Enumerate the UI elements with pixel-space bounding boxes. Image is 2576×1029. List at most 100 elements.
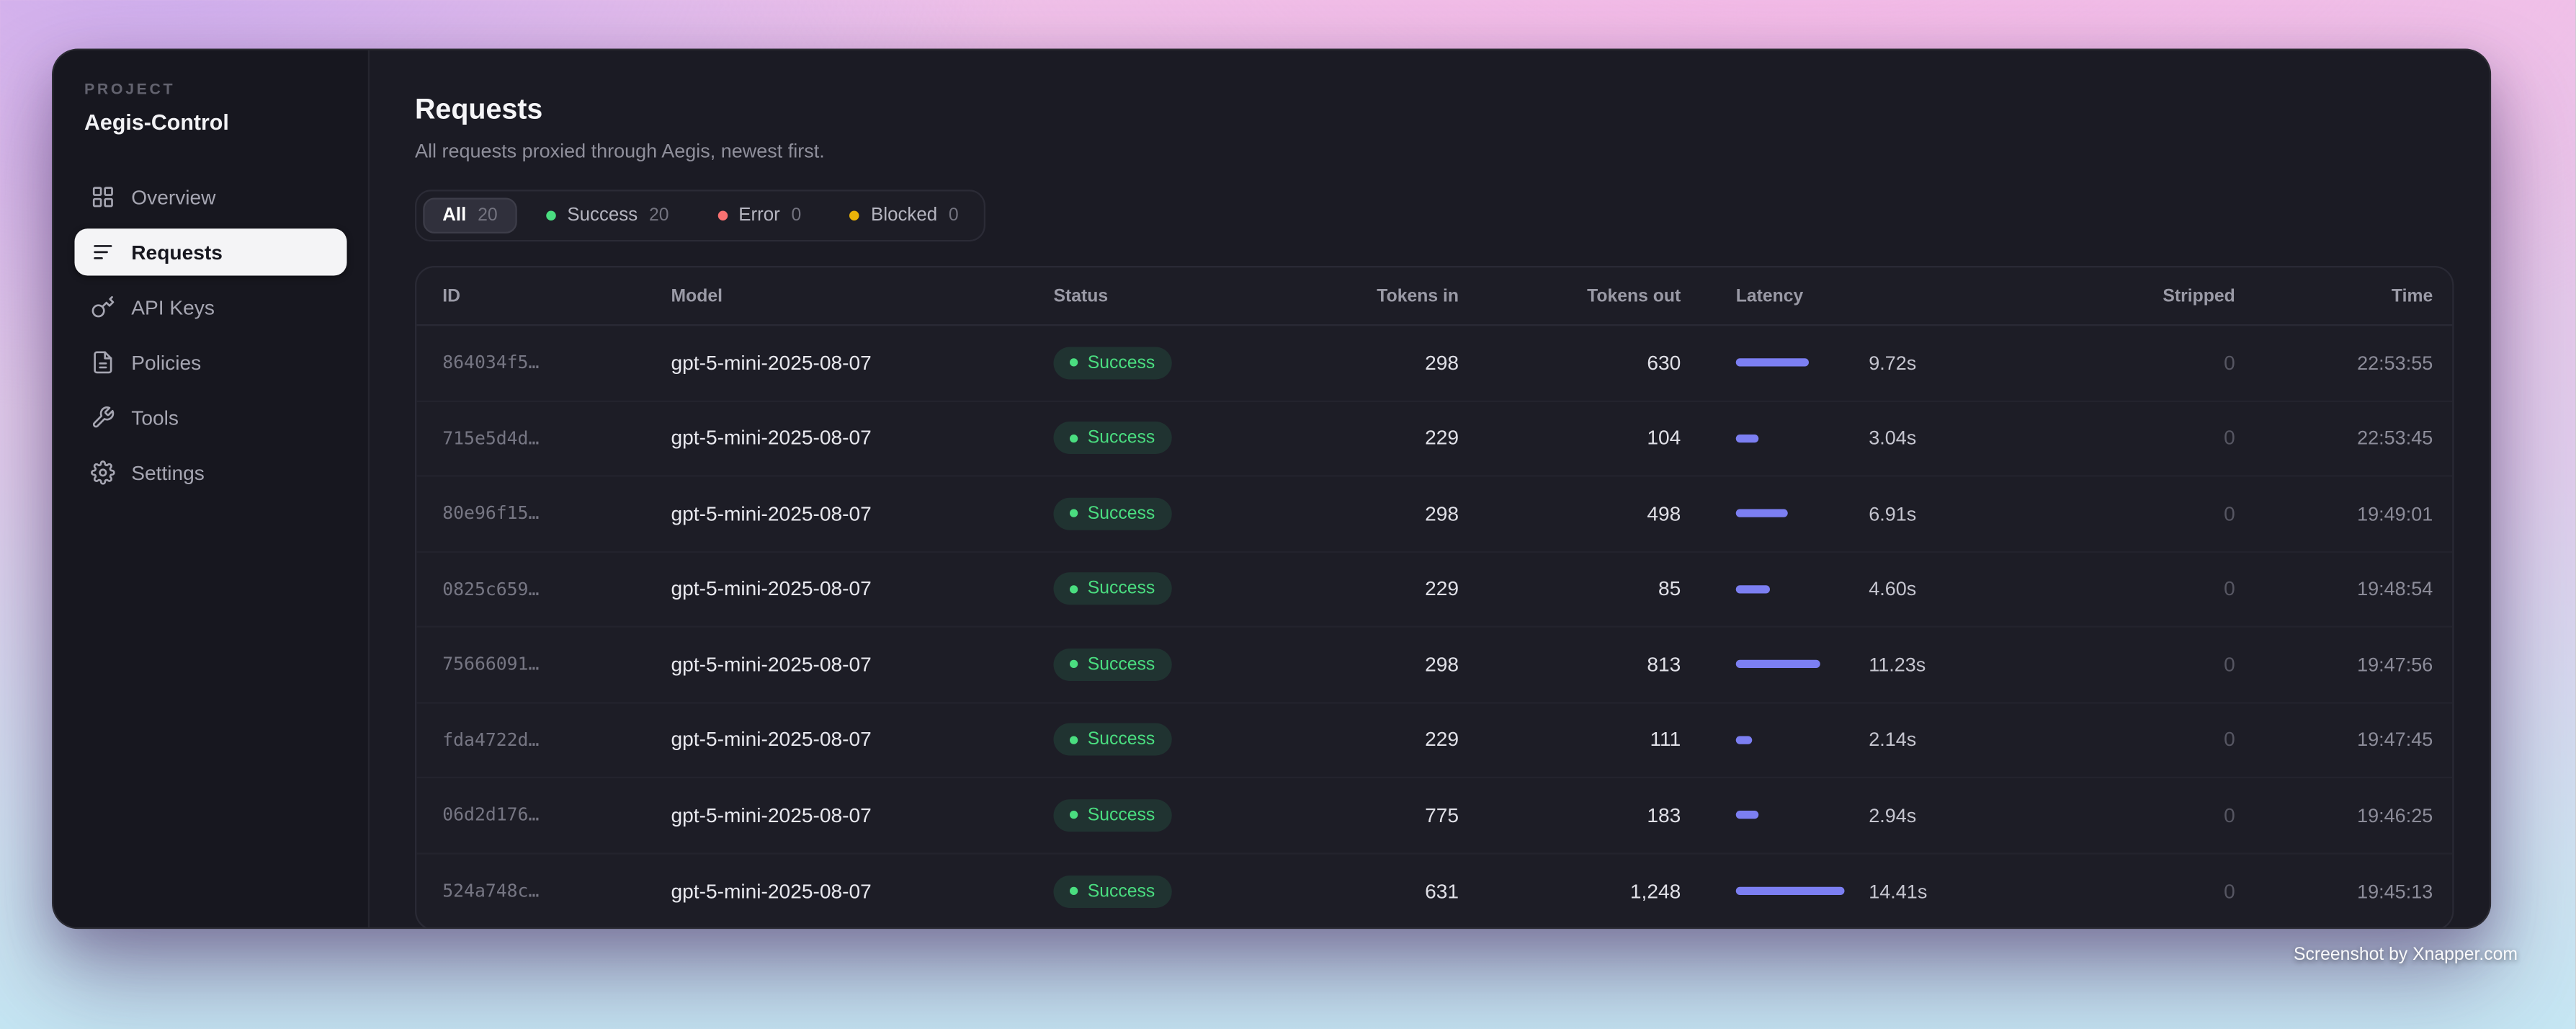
latency-bar-track <box>1735 358 1850 368</box>
latency-cell: 3.04s <box>1681 427 2086 450</box>
latency-bar-track <box>1735 434 1850 442</box>
table-row[interactable]: 864034f5… gpt-5-mini-2025-08-07 Success … <box>416 326 2453 401</box>
tokens-in-value: 229 <box>1425 427 1459 450</box>
sidebar: PROJECT Aegis-Control Overview Requests … <box>53 50 370 927</box>
latency-value: 11.23s <box>1869 653 1926 676</box>
request-model: gpt-5-mini-2025-08-07 <box>671 351 872 375</box>
sidebar-item-api-keys[interactable]: API Keys <box>75 284 347 331</box>
tokens-in-value: 631 <box>1425 880 1459 903</box>
tokens-in-value: 229 <box>1425 728 1459 752</box>
tokens-out-value: 104 <box>1647 427 1681 450</box>
latency-value: 4.60s <box>1869 577 1917 601</box>
status-label: Success <box>1087 579 1155 599</box>
list-icon <box>91 240 115 264</box>
project-label: PROJECT <box>84 81 176 99</box>
latency-bar <box>1735 509 1788 518</box>
latency-bar <box>1735 735 1753 744</box>
watermark-text: Screenshot by Xnapper.com <box>2294 945 2518 965</box>
column-header-latency: Latency <box>1735 286 1804 306</box>
status-dot-icon <box>1070 434 1078 442</box>
table-header-row: ID Model Status Tokens in Tokens out Latency S… <box>416 267 2453 326</box>
page-subtitle: All requests proxied through Aegis, newe… <box>415 139 825 163</box>
time-value: 19:48:54 <box>2357 577 2433 601</box>
filter-bar: All 20 Success 20 Error 0 Blocked 0 <box>415 190 986 242</box>
time-value: 19:49:01 <box>2357 502 2433 525</box>
time-value: 19:46:25 <box>2357 803 2433 827</box>
request-id: fda4722d… <box>442 729 540 751</box>
latency-bar <box>1735 358 1809 368</box>
latency-bar-track <box>1735 660 1850 669</box>
sidebar-item-tools[interactable]: Tools <box>75 394 347 441</box>
status-dot-icon <box>1070 584 1078 593</box>
status-badge: Success <box>1053 572 1171 605</box>
latency-cell: 9.72s <box>1681 351 2086 375</box>
status-dot-icon <box>1070 509 1078 518</box>
latency-cell: 2.14s <box>1681 729 2086 751</box>
latency-bar <box>1735 660 1820 669</box>
tokens-in-value: 298 <box>1425 351 1459 375</box>
tokens-out-value: 111 <box>1650 728 1681 752</box>
status-dot-icon <box>1070 811 1078 819</box>
table-row[interactable]: 06d2d176… gpt-5-mini-2025-08-07 Success … <box>416 778 2453 854</box>
request-model: gpt-5-mini-2025-08-07 <box>671 653 872 676</box>
filter-label: All <box>442 205 467 226</box>
table-row[interactable]: 80e96f15… gpt-5-mini-2025-08-07 Success … <box>416 477 2453 553</box>
request-model: gpt-5-mini-2025-08-07 <box>671 577 872 601</box>
filter-count: 0 <box>791 205 802 226</box>
sidebar-item-overview[interactable]: Overview <box>75 174 347 220</box>
filter-count: 20 <box>648 205 669 226</box>
filter-tab-success[interactable]: Success 20 <box>527 198 688 234</box>
request-status-cell: Success <box>1053 497 1265 530</box>
tokens-in-value: 229 <box>1425 577 1459 601</box>
filter-tab-blocked[interactable]: Blocked 0 <box>831 198 978 234</box>
request-model: gpt-5-mini-2025-08-07 <box>671 880 872 903</box>
sidebar-item-requests[interactable]: Requests <box>74 228 347 276</box>
table-row[interactable]: 524a748c… gpt-5-mini-2025-08-07 Success … <box>416 854 2452 927</box>
filter-tab-error[interactable]: Error 0 <box>698 198 820 234</box>
filter-dot-icon <box>849 210 860 220</box>
table-row[interactable]: 75666091… gpt-5-mini-2025-08-07 Success … <box>416 628 2453 703</box>
table-row[interactable]: fda4722d… gpt-5-mini-2025-08-07 Success … <box>416 703 2453 778</box>
time-value: 19:47:56 <box>2357 653 2433 676</box>
stripped-value: 0 <box>2224 803 2235 827</box>
gear-icon <box>91 460 115 485</box>
request-status-cell: Success <box>1053 422 1265 455</box>
time-value: 19:47:45 <box>2357 728 2433 752</box>
latency-cell: 2.94s <box>1681 803 2086 827</box>
tokens-out-value: 813 <box>1647 653 1681 676</box>
table-row[interactable]: 0825c659… gpt-5-mini-2025-08-07 Success … <box>416 552 2453 628</box>
status-dot-icon <box>1070 358 1078 368</box>
wrench-icon <box>91 406 115 430</box>
status-label: Success <box>1087 352 1155 373</box>
app-window: PROJECT Aegis-Control Overview Requests … <box>52 48 2492 930</box>
latency-value: 2.94s <box>1869 803 1917 827</box>
sidebar-item-settings[interactable]: Settings <box>75 449 347 496</box>
column-header-tokens-in: Tokens in <box>1377 286 1459 306</box>
status-badge: Success <box>1053 497 1171 530</box>
sidebar-item-policies[interactable]: Policies <box>75 339 347 386</box>
requests-table: ID Model Status Tokens in Tokens out Latency S… <box>415 266 2454 927</box>
status-label: Success <box>1087 428 1155 448</box>
table-row[interactable]: 715e5d4d… gpt-5-mini-2025-08-07 Success … <box>416 401 2453 477</box>
status-badge: Success <box>1053 346 1171 379</box>
latency-bar <box>1735 584 1770 593</box>
time-value: 19:45:13 <box>2357 880 2433 903</box>
page-title: Requests <box>415 92 543 125</box>
latency-bar <box>1735 434 1759 442</box>
status-label: Success <box>1087 805 1155 825</box>
request-id: 0825c659… <box>442 578 540 600</box>
status-badge: Success <box>1053 875 1171 908</box>
latency-cell: 6.91s <box>1681 502 2086 525</box>
status-dot-icon <box>1070 660 1078 669</box>
latency-value: 9.72s <box>1869 351 1917 375</box>
filter-tab-all[interactable]: All 20 <box>423 197 517 233</box>
latency-bar-track <box>1735 811 1850 819</box>
document-icon <box>91 350 115 375</box>
stripped-value: 0 <box>2224 880 2235 903</box>
request-id: 715e5d4d… <box>442 427 540 449</box>
column-header-model: Model <box>671 286 723 306</box>
tokens-out-value: 1,248 <box>1629 880 1681 903</box>
request-status-cell: Success <box>1053 875 1265 908</box>
status-dot-icon <box>1070 735 1078 744</box>
filter-label: Error <box>738 205 780 226</box>
